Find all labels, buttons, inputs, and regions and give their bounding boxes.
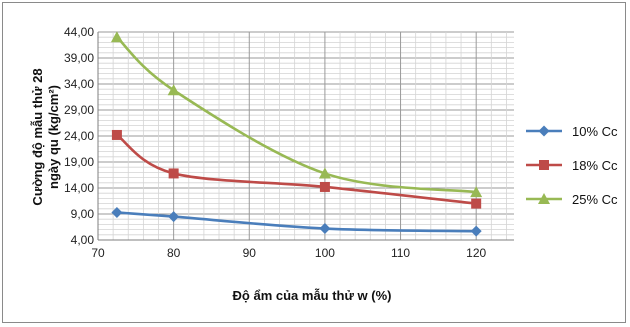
y-axis-title-line2: ngày qu (kg/cm²): [46, 85, 61, 189]
data-point-diamond: [319, 223, 331, 235]
y-tick-label: 39,00: [64, 51, 94, 65]
x-tick-label: 120: [466, 246, 486, 260]
y-tick-label: 44,00: [64, 25, 94, 39]
data-point-diamond: [538, 125, 550, 137]
legend-item: 18% Cc: [526, 158, 618, 173]
data-point-triangle: [110, 31, 123, 43]
data-point-triangle: [538, 193, 550, 204]
data-point-square: [471, 198, 482, 209]
data-point-triangle: [470, 186, 483, 198]
series-25-cc: [110, 31, 483, 198]
x-tick-label: 80: [167, 246, 181, 260]
series-18-cc: [111, 129, 482, 209]
legend-label: 18% Cc: [572, 158, 618, 173]
axes: [97, 32, 514, 241]
data-point-square: [111, 129, 122, 140]
y-tick-label: 14,00: [64, 181, 94, 195]
y-tick-label: 4,00: [71, 233, 95, 247]
legend: 10% Cc 18% Cc 25% Cc: [526, 124, 618, 207]
y-tick-label: 24,00: [64, 129, 94, 143]
x-tick-labels: 70 80 90 100 110 120: [91, 246, 486, 260]
x-axis-title: Độ ẩm của mẫu thử w (%): [233, 288, 392, 303]
data-point-square: [168, 168, 179, 179]
data-point-triangle: [318, 167, 331, 179]
y-axis-title-line1: Cường độ mẫu thử 28: [30, 68, 45, 205]
y-tick-label: 19,00: [64, 155, 94, 169]
x-tick-label: 100: [315, 246, 335, 260]
y-tick-label: 29,00: [64, 103, 94, 117]
y-tick-labels: 4,00 9,00 14,00 19,00 24,00 29,00 34,00 39,00 44…: [64, 25, 94, 247]
series-line: [116, 133, 477, 205]
y-tick-label: 9,00: [71, 207, 95, 221]
x-tick-label: 110: [391, 246, 410, 260]
x-tick-label: 90: [243, 246, 257, 260]
legend-item: 10% Cc: [526, 124, 618, 139]
legend-label: 25% Cc: [572, 192, 618, 207]
data-point-diamond: [470, 225, 482, 237]
data-point-diamond: [111, 206, 123, 218]
series-lines: [110, 31, 483, 237]
gridlines: [97, 31, 514, 241]
x-tick-label: 70: [91, 246, 105, 260]
legend-label: 10% Cc: [572, 124, 618, 139]
series-line: [116, 211, 477, 233]
legend-item: 25% Cc: [526, 192, 618, 207]
data-point-square: [319, 181, 330, 192]
series-line: [116, 36, 477, 194]
data-point-square: [539, 160, 549, 170]
data-point-diamond: [168, 211, 180, 223]
series-10-cc: [111, 206, 482, 237]
data-point-triangle: [167, 84, 180, 96]
y-tick-label: 34,00: [64, 77, 94, 91]
